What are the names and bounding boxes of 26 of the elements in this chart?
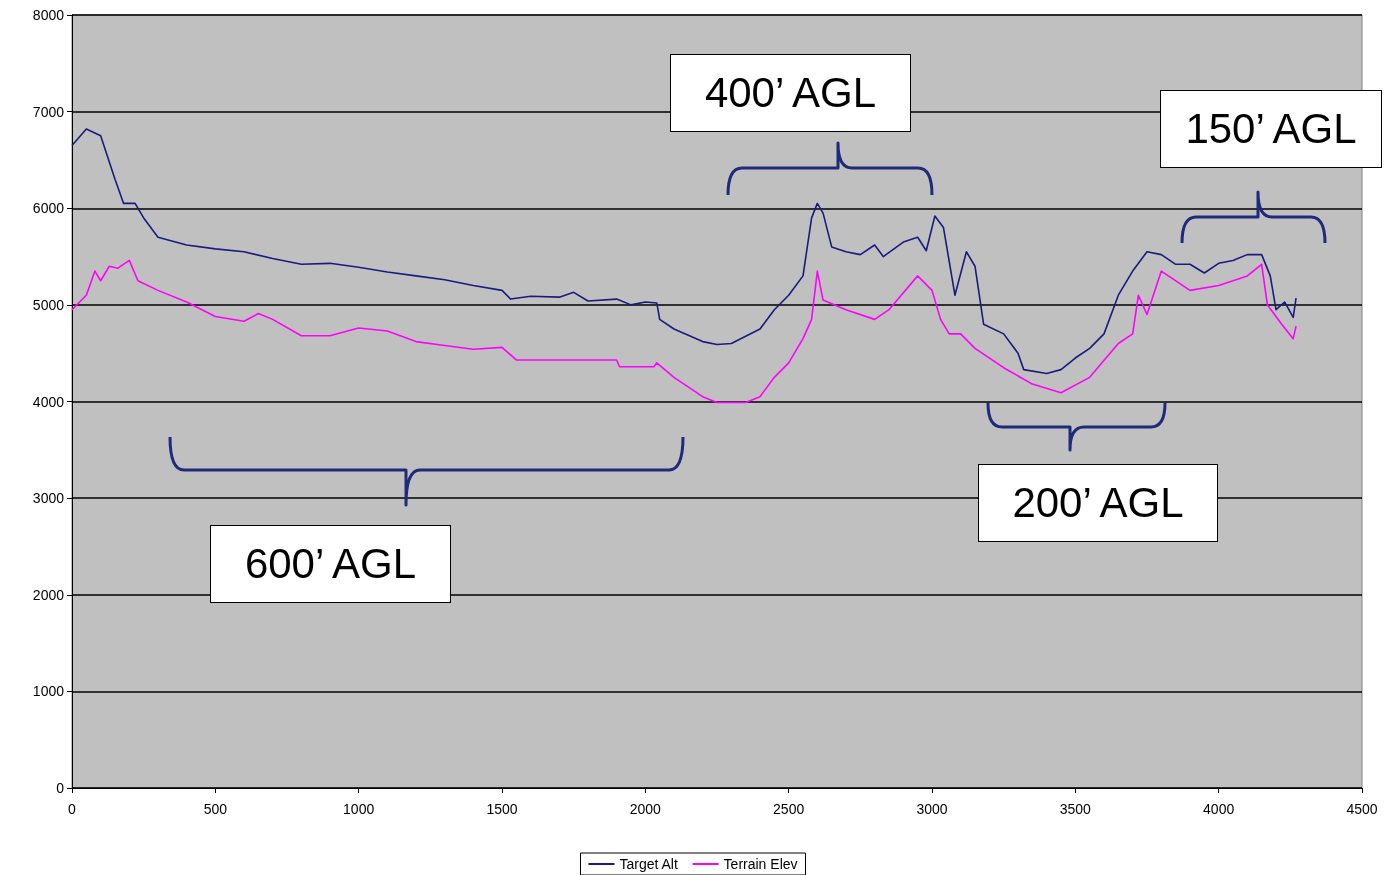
annotation: 400’ AGL	[670, 54, 911, 132]
x-tick-label: 500	[203, 801, 228, 817]
x-tick-label: 4000	[1203, 801, 1235, 817]
x-tick-label: 3000	[916, 801, 948, 817]
y-tick-label: 2000	[32, 586, 65, 603]
x-tick-label: 3500	[1059, 801, 1092, 817]
y-tick-label: 3000	[32, 490, 65, 507]
x-tick-label: 2500	[773, 801, 805, 817]
x-tick-label: 0	[68, 801, 77, 817]
y-tick-label: 5000	[32, 296, 65, 313]
x-tick-label: 1500	[486, 801, 518, 817]
annotation: 150’ AGL	[1160, 90, 1382, 168]
x-tick-label: 4500	[1346, 801, 1378, 817]
y-tick-label: 1000	[32, 683, 65, 700]
annotation: 200’ AGL	[978, 464, 1218, 542]
y-tick-label: 6000	[32, 200, 65, 217]
legend-label: Target Alt	[619, 856, 678, 872]
y-tick-label: 7000	[32, 103, 65, 120]
y-tick-label: 4000	[32, 393, 65, 410]
x-tick-label: 2000	[629, 801, 662, 817]
y-tick-label: 8000	[32, 7, 65, 23]
y-tick-label: 0	[56, 780, 65, 796]
annotation: 600’ AGL	[210, 525, 451, 603]
line-series	[71, 259, 1297, 404]
x-tick-label: 1000	[343, 801, 375, 817]
legend-label: Terrain Elev	[723, 856, 798, 872]
